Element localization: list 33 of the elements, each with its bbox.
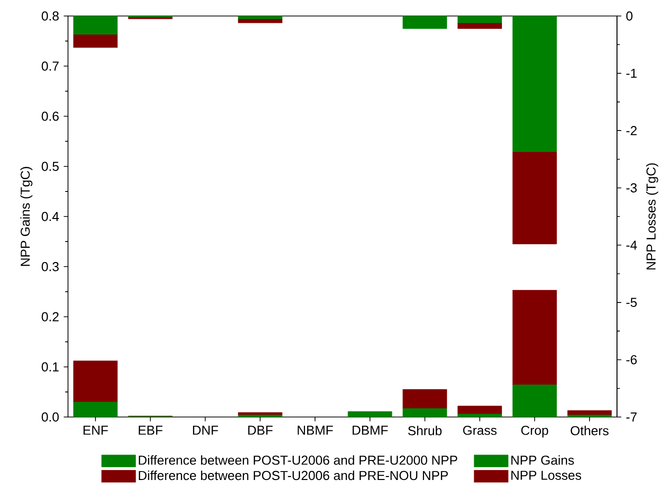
y2-tick-label: -4 (626, 240, 637, 250)
y-tick-label: 0.3 (42, 262, 59, 272)
y-tick-label: 0.5 (42, 162, 59, 171)
x-tick-label: DNF (193, 426, 218, 435)
x-tick-label: NBMF (298, 426, 333, 435)
legend-label: Difference between POST-U2006 and PRE-NOU NPP (138, 470, 448, 480)
y-tick-label: 0.8 (42, 11, 59, 21)
y-tick-label: 0.0 (42, 412, 59, 422)
x-tick-label: ENF (84, 426, 108, 435)
y2-tick-label: 0 (626, 11, 632, 21)
x-tick-label: Others (570, 426, 609, 436)
y2-tick-label: -2 (626, 126, 637, 136)
x-tick-label: DBMF (352, 426, 388, 435)
y-tick-label: 0.7 (42, 62, 59, 71)
x-tick-label: Crop (521, 426, 548, 438)
x-tick-label: Shrub (408, 426, 442, 436)
y2-axis-title: NPP Losses (TgC) (646, 163, 658, 270)
y-axis-title: NPP Gains (TgC) (20, 166, 32, 266)
y-tick-label: 0.2 (42, 312, 59, 322)
x-tick-label: DBF (248, 426, 273, 435)
legend-label: Difference between POST-U2006 and PRE-U2000 NPP (138, 455, 458, 465)
y-tick-label: 0.6 (42, 112, 59, 121)
y2-tick-label: -1 (626, 68, 637, 78)
y2-tick-label: -5 (626, 298, 637, 307)
legend-label: NPP Gains (511, 455, 574, 465)
y2-tick-label: -6 (626, 355, 637, 364)
x-tick-label: EBF (138, 426, 162, 435)
y-tick-label: 0.4 (42, 212, 59, 222)
y2-tick-label: -3 (626, 183, 637, 192)
legend-label: NPP Losses (511, 470, 582, 480)
y2-tick-label: -7 (626, 412, 637, 422)
x-tick-label: Grass (463, 426, 497, 435)
y-tick-label: 0.1 (42, 362, 59, 372)
